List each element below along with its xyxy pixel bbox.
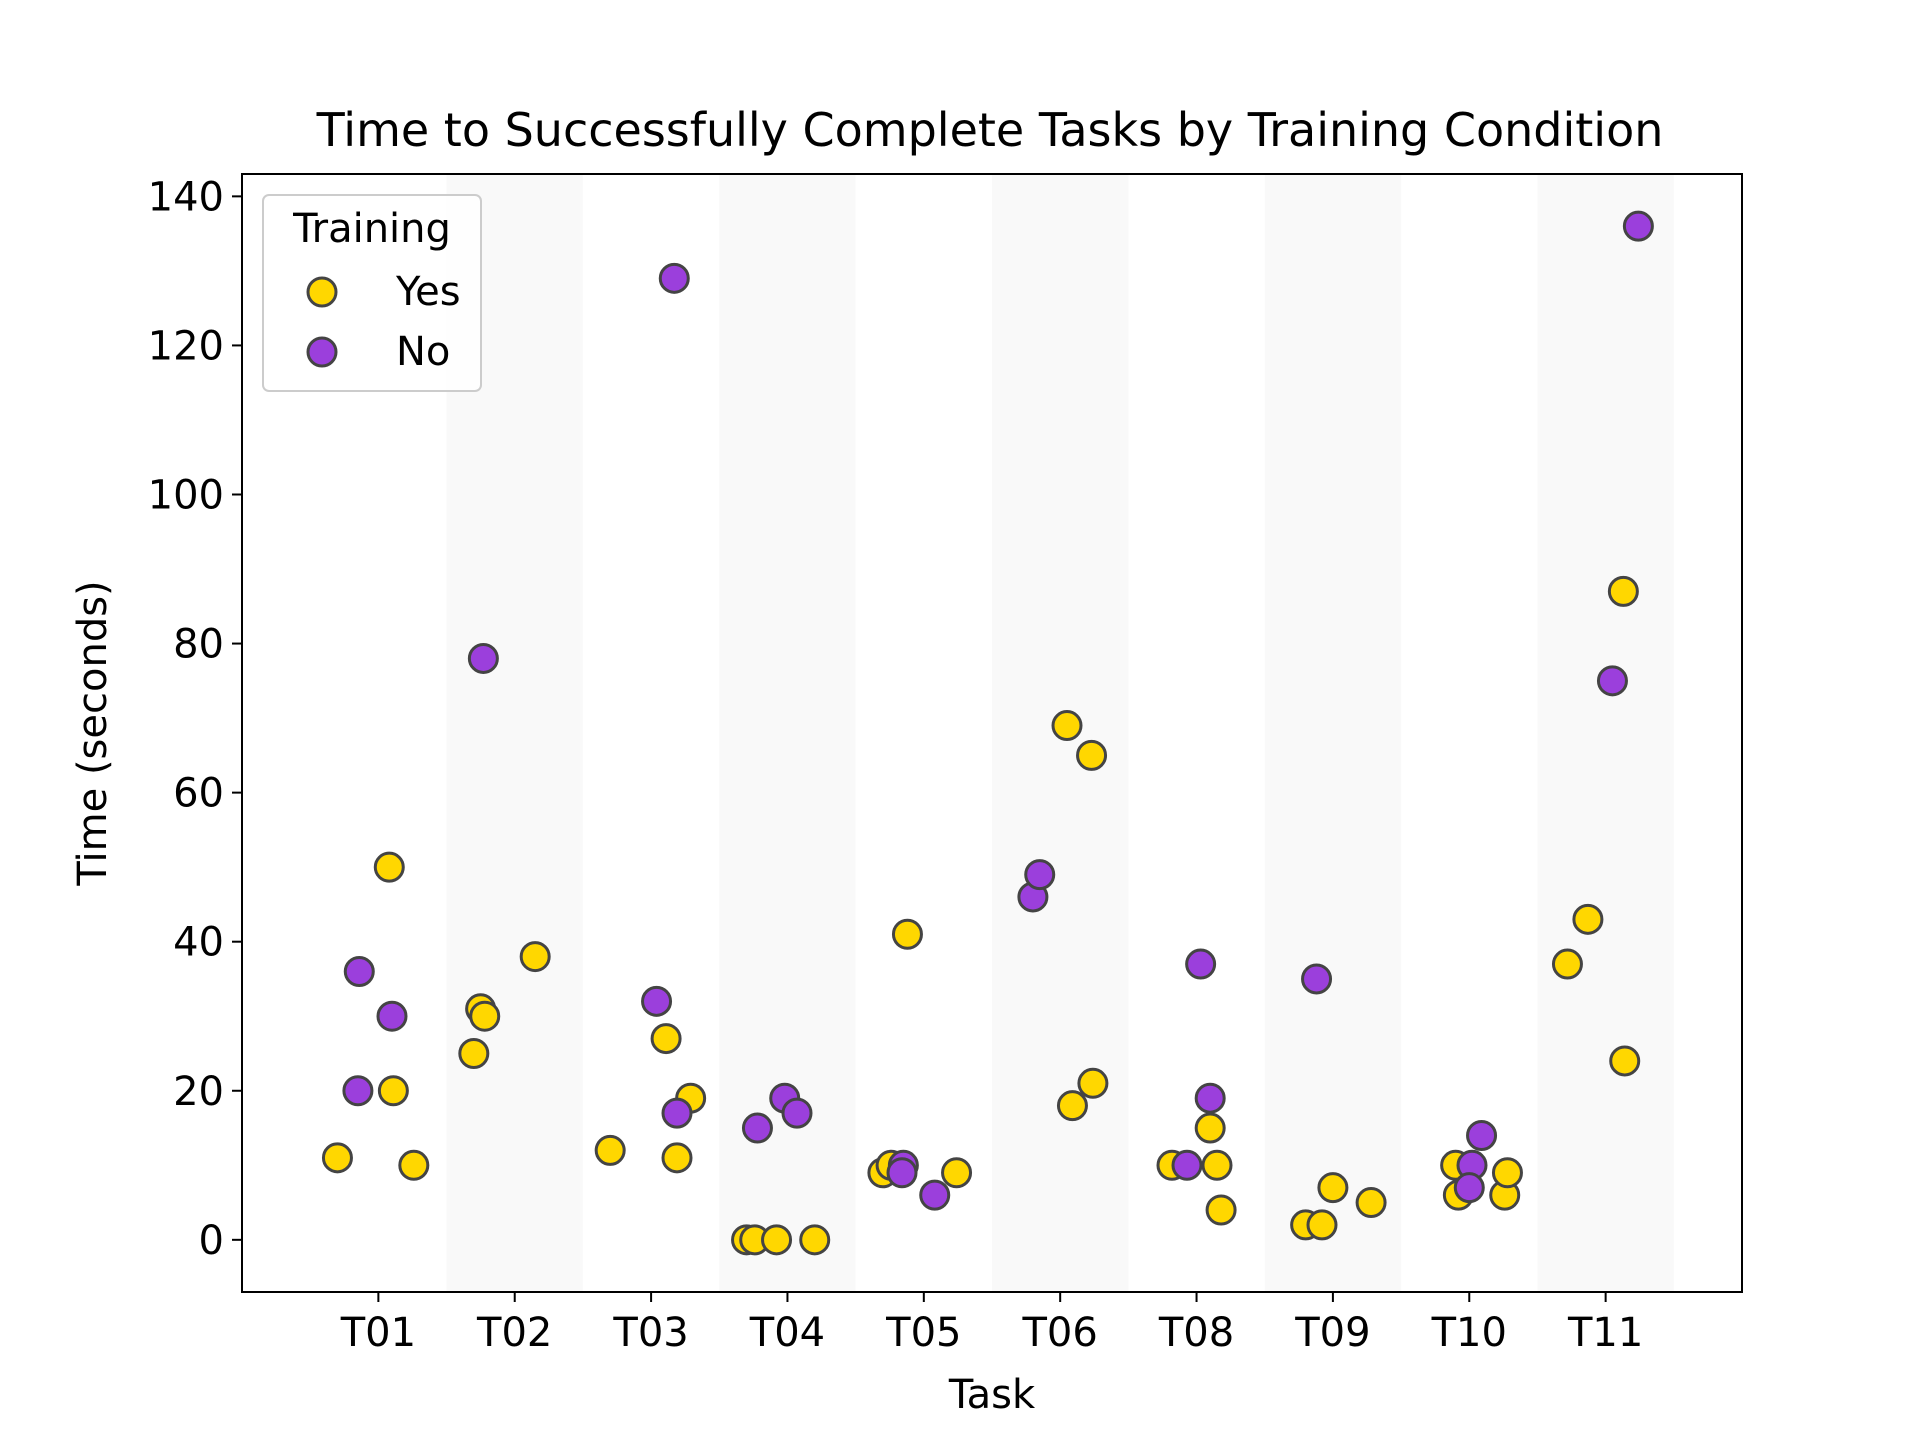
- point-yes: [1572, 903, 1604, 935]
- point-no: [342, 1075, 374, 1107]
- x-axis-ticks: T01 T02 T03 T04 T05 T06 T08 T09 T10 T11: [340, 1292, 1643, 1356]
- y-tick-label: 140: [148, 174, 224, 220]
- point-no: [1024, 859, 1056, 891]
- plot-frame: [241, 173, 1743, 1293]
- point-yes: [519, 941, 551, 973]
- legend: Training Yes No: [262, 194, 482, 392]
- point-no: [781, 1097, 813, 1129]
- legend-title: Training: [292, 206, 451, 252]
- band-t09: [1264, 174, 1402, 1292]
- point-yes: [1355, 1187, 1387, 1219]
- point-no: [641, 985, 673, 1017]
- point-yes: [1306, 1209, 1338, 1241]
- point-yes: [1609, 1045, 1641, 1077]
- point-yes: [458, 1037, 490, 1069]
- point-yes: [761, 1224, 793, 1256]
- point-yes: [941, 1157, 973, 1189]
- point-yes: [594, 1134, 626, 1166]
- point-no: [1596, 665, 1628, 697]
- point-no: [1301, 963, 1333, 995]
- y-axis-ticks: 0 20 40 60 80 100 120 140: [148, 174, 242, 1264]
- point-yes: [1317, 1172, 1349, 1204]
- x-tick-label: T09: [1294, 1310, 1370, 1356]
- data-points: [321, 210, 1654, 1256]
- point-yes: [321, 1142, 353, 1174]
- x-tick-label: T01: [340, 1310, 416, 1356]
- x-tick-label: T02: [476, 1310, 552, 1356]
- point-no: [1622, 210, 1654, 242]
- x-tick-label: T04: [749, 1310, 825, 1356]
- point-no: [343, 956, 375, 988]
- point-no: [1194, 1082, 1226, 1114]
- point-yes: [891, 918, 923, 950]
- x-tick-label: T11: [1567, 1310, 1643, 1356]
- point-yes: [1607, 575, 1639, 607]
- point-no: [886, 1157, 918, 1189]
- point-no: [376, 1000, 408, 1032]
- point-no: [919, 1179, 951, 1211]
- x-tick-label: T05: [885, 1310, 961, 1356]
- point-yes: [650, 1023, 682, 1055]
- point-no: [1185, 948, 1217, 980]
- legend-label-yes: Yes: [395, 269, 461, 315]
- point-yes: [1201, 1149, 1233, 1181]
- point-yes: [469, 1000, 501, 1032]
- point-yes: [1077, 1067, 1109, 1099]
- y-tick-label: 80: [173, 622, 224, 668]
- y-tick-label: 60: [173, 771, 224, 817]
- point-yes: [799, 1224, 831, 1256]
- x-tick-label: T08: [1158, 1310, 1234, 1356]
- y-tick-label: 120: [148, 323, 224, 369]
- y-tick-label: 20: [173, 1069, 224, 1115]
- point-yes: [1076, 739, 1108, 771]
- y-tick-label: 100: [148, 472, 224, 518]
- chart-title: Time to Successfully Complete Tasks by T…: [316, 103, 1664, 157]
- point-no: [1171, 1149, 1203, 1181]
- point-no: [1466, 1119, 1498, 1151]
- x-axis-label: Task: [948, 1372, 1036, 1418]
- x-tick-label: T03: [612, 1310, 688, 1356]
- point-no: [658, 262, 690, 294]
- point-yes: [1551, 948, 1583, 980]
- legend-marker-no: [306, 336, 338, 368]
- point-yes: [1205, 1194, 1237, 1226]
- point-yes: [1051, 710, 1083, 742]
- point-yes: [1056, 1090, 1088, 1122]
- task-bands: [446, 174, 1674, 1292]
- point-no: [741, 1112, 773, 1144]
- x-tick-label: T06: [1022, 1310, 1098, 1356]
- point-no: [661, 1097, 693, 1129]
- point-yes: [1194, 1112, 1226, 1144]
- point-no: [1453, 1172, 1485, 1204]
- point-yes: [398, 1149, 430, 1181]
- point-yes: [373, 851, 405, 883]
- point-yes: [1491, 1157, 1523, 1189]
- y-axis-label: Time (seconds): [70, 580, 116, 886]
- legend-label-no: No: [396, 329, 450, 375]
- y-tick-label: 40: [173, 920, 224, 966]
- band-t11: [1537, 174, 1674, 1292]
- point-no: [467, 642, 499, 674]
- legend-marker-yes: [306, 276, 338, 308]
- point-yes: [377, 1075, 409, 1107]
- y-tick-label: 0: [199, 1218, 224, 1264]
- point-yes: [661, 1142, 693, 1174]
- x-tick-label: T10: [1431, 1310, 1507, 1356]
